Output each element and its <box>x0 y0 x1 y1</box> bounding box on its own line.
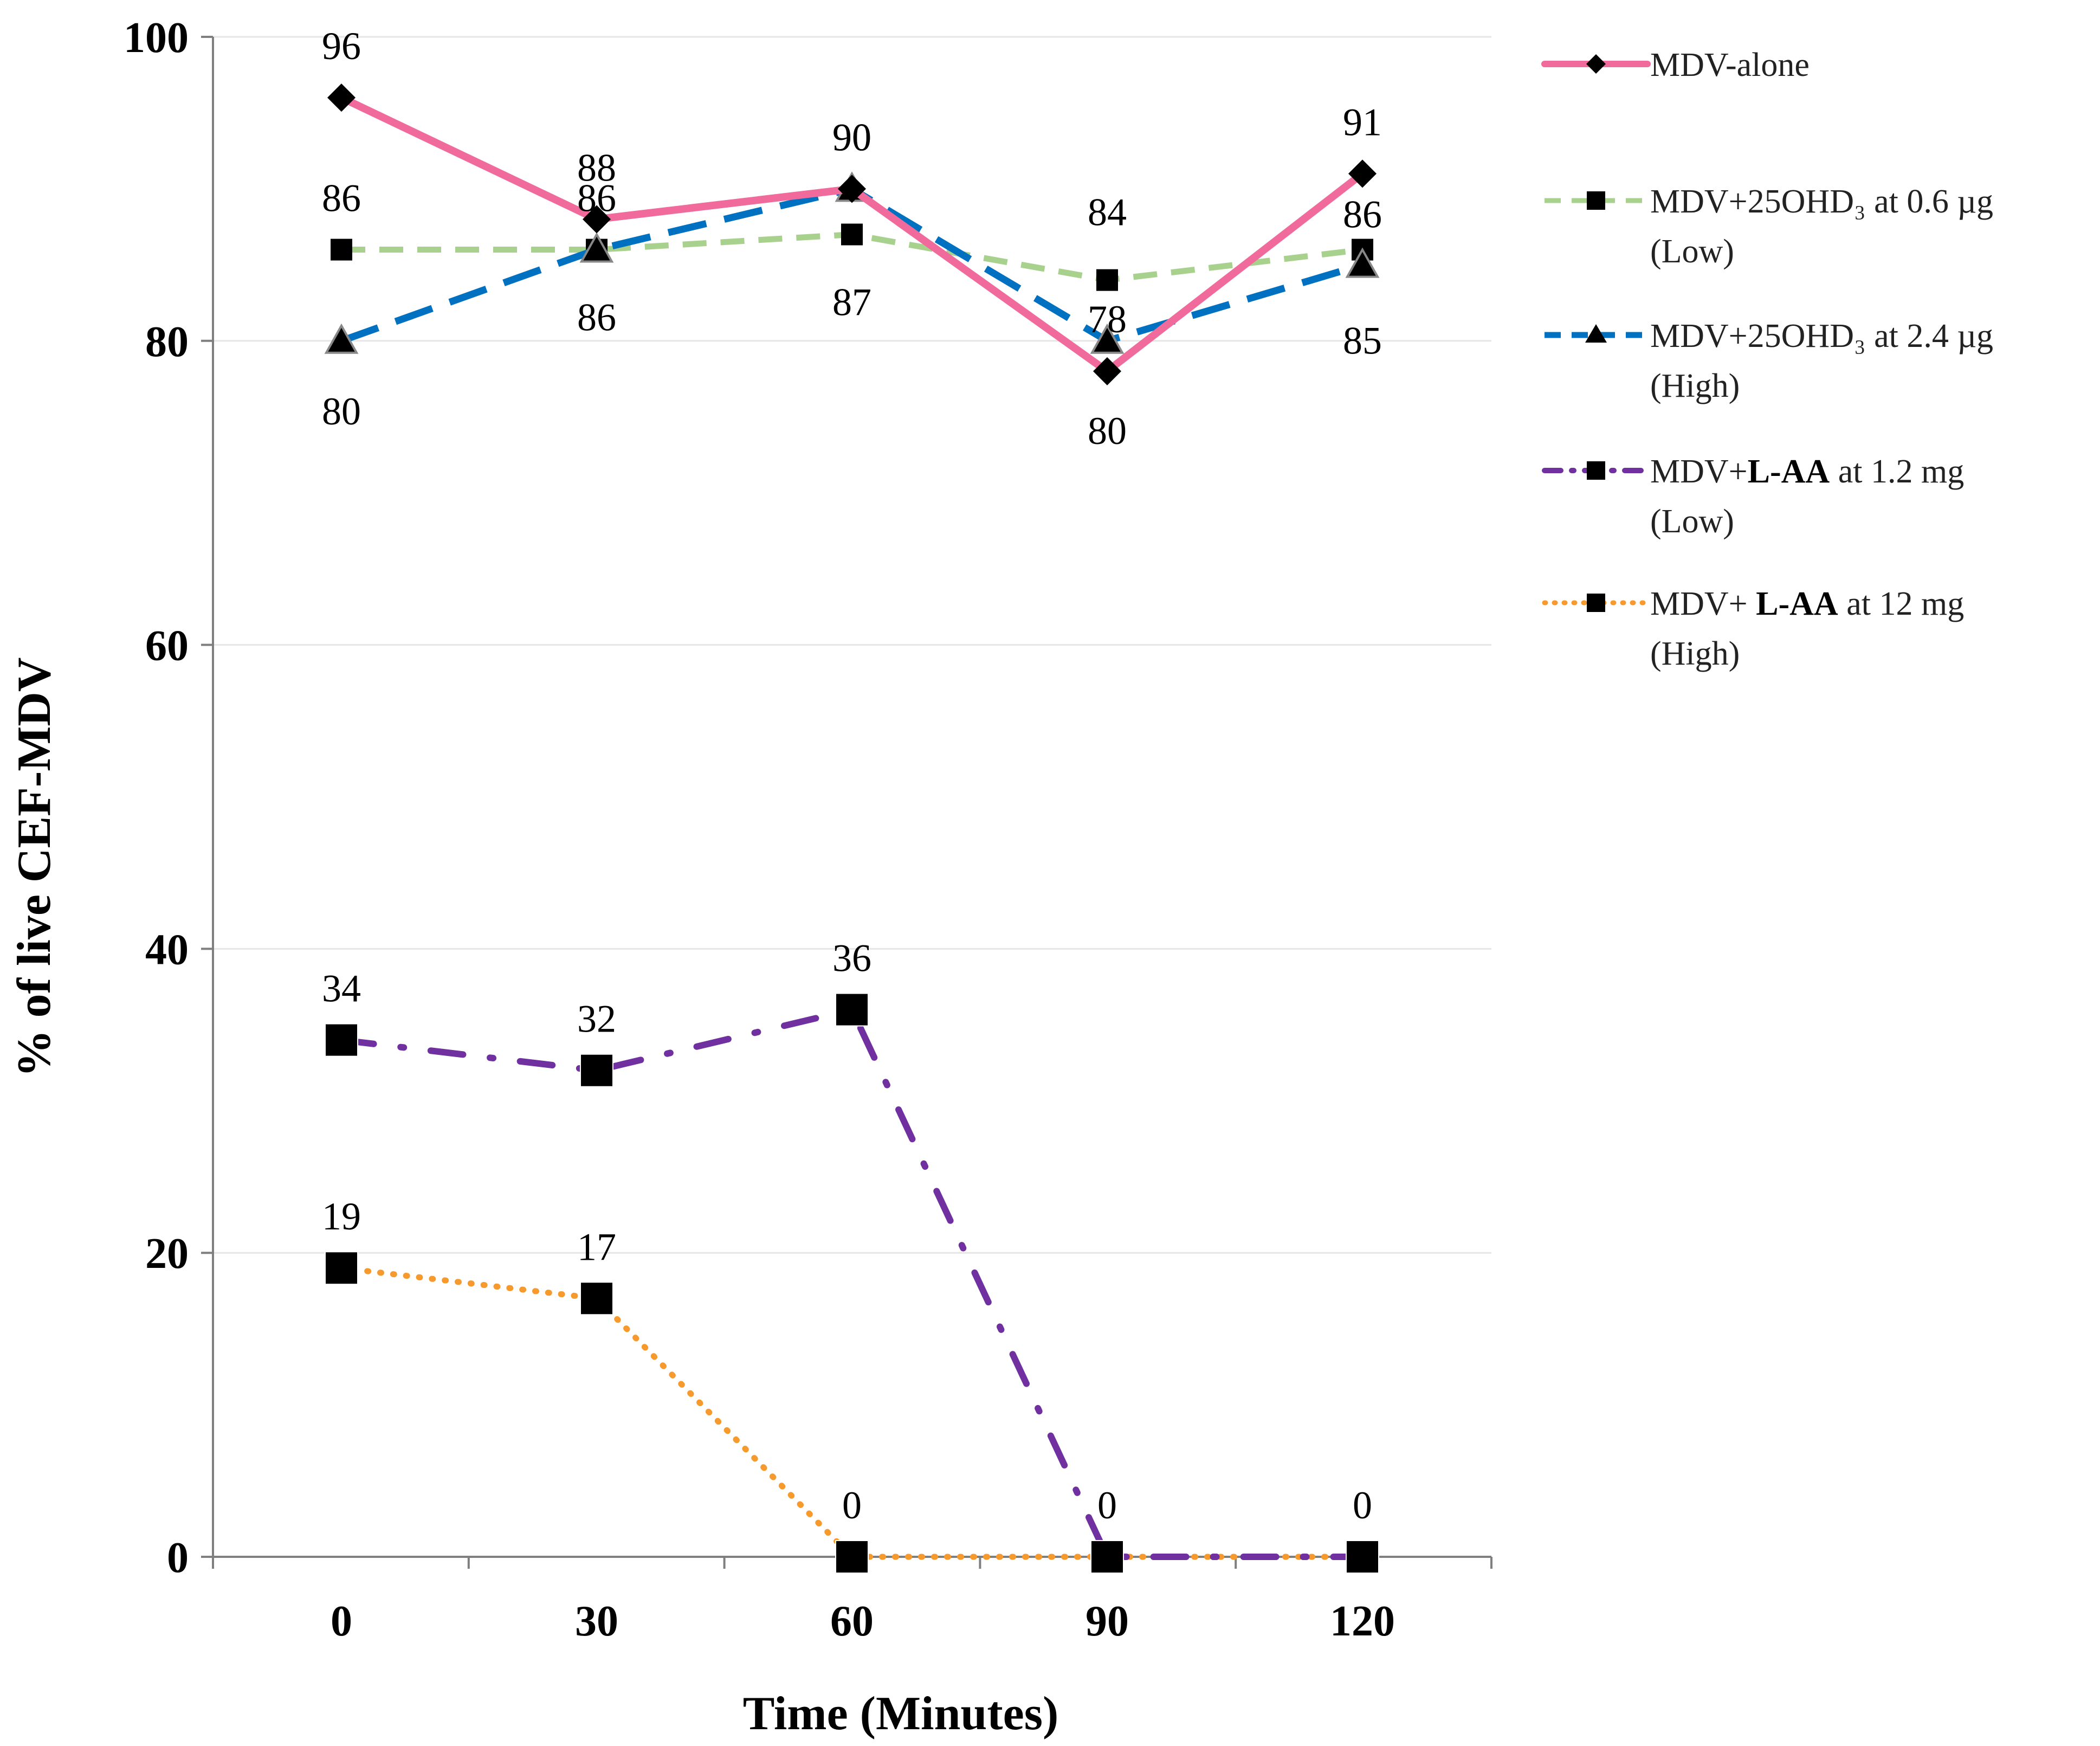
x-tick-label: 60 <box>830 1597 874 1645</box>
data-label: 96 <box>322 24 361 68</box>
data-label: 34 <box>322 967 361 1010</box>
diamond-marker <box>838 175 866 203</box>
x-axis-title: Time (Minutes) <box>743 1687 1059 1740</box>
data-label: 32 <box>577 997 616 1041</box>
data-label: 17 <box>577 1225 616 1268</box>
grid-layer <box>213 36 1491 1254</box>
series-line <box>338 1006 1366 1560</box>
y-tick-label: 80 <box>145 318 189 366</box>
square-marker <box>1090 1540 1124 1574</box>
x-tick-label: 30 <box>575 1597 618 1645</box>
data-label: 86 <box>322 177 361 220</box>
data-label: 19 <box>322 1195 361 1238</box>
square-marker <box>325 1023 358 1057</box>
triangle-marker <box>1345 247 1380 278</box>
legend-label-part: MDV-alone <box>1650 47 1810 83</box>
legend-item-1: MDV+25OHD₃ at 0.6 µg (Low) <box>1545 183 1993 270</box>
triangle-marker <box>1090 323 1125 354</box>
legend-label-part: (High) <box>1650 635 1740 672</box>
series-3 <box>325 993 1379 1574</box>
legend-item-4: MDV+ L-AA at 12 mg (High) <box>1542 585 1964 672</box>
legend-triangle-marker <box>1585 324 1607 343</box>
diamond-marker <box>1348 159 1377 188</box>
legend-label-part: L-AA <box>1748 453 1830 490</box>
x-tick-label: 90 <box>1085 1597 1129 1645</box>
data-label: 87 <box>832 281 871 324</box>
legend-label: (High) <box>1650 368 1740 404</box>
y-tick-label: 0 <box>167 1534 189 1582</box>
y-tick-label: 40 <box>145 926 189 974</box>
square-marker <box>580 1053 613 1087</box>
legend-label-part: (High) <box>1650 368 1740 404</box>
legend-item-0: MDV-alone <box>1541 47 1810 83</box>
legend-label: MDV+L-AA at 1.2 mg <box>1650 453 1964 490</box>
y-tick-label: 20 <box>145 1230 189 1278</box>
diamond-marker <box>583 205 611 234</box>
x-tick-label: 120 <box>1330 1597 1395 1645</box>
x-tick-label: 0 <box>331 1597 352 1645</box>
series-layer <box>324 83 1380 1574</box>
data-label: 91 <box>1343 100 1382 144</box>
legend-label-part: MDV+25OHD₃ at 2.4 µg <box>1650 318 1993 355</box>
legend-label: (Low) <box>1650 233 1734 270</box>
triangle-marker <box>579 232 614 263</box>
data-label: 78 <box>1088 298 1127 341</box>
triangle-marker <box>324 323 359 354</box>
square-marker <box>1096 269 1118 291</box>
series-0 <box>327 83 1377 385</box>
data-label: 0 <box>842 1484 862 1527</box>
legend-square-marker <box>1587 461 1605 480</box>
legend-label: MDV+25OHD₃ at 0.6 µg <box>1650 183 1993 220</box>
data-label: 85 <box>1343 319 1382 363</box>
data-label: 80 <box>322 390 361 433</box>
square-marker <box>835 1540 869 1574</box>
legend-label: (High) <box>1650 635 1740 672</box>
square-marker <box>841 223 863 246</box>
diamond-marker <box>327 83 356 112</box>
legend-square-marker <box>1587 191 1605 210</box>
y-tick-label: 100 <box>124 14 189 62</box>
square-marker <box>331 239 352 261</box>
legend-label-part: at 12 mg <box>1838 585 1964 622</box>
data-label: 90 <box>832 115 871 159</box>
legend-item-2: MDV+25OHD₃ at 2.4 µg (High) <box>1545 318 1993 404</box>
data-label: 36 <box>832 937 871 980</box>
legend-label: MDV-alone <box>1650 47 1810 83</box>
legend-label-part: at 1.2 mg <box>1830 453 1964 490</box>
y-axis-title: % of live CEF-MDV <box>8 658 61 1078</box>
data-label: 0 <box>1097 1484 1117 1527</box>
data-label: 88 <box>577 146 616 189</box>
legend-label-part: (Low) <box>1650 503 1734 540</box>
series-line <box>338 1265 1366 1560</box>
data-label: 84 <box>1088 191 1127 234</box>
legend-label: MDV+ L-AA at 12 mg <box>1650 585 1964 622</box>
legend-label-part: MDV+25OHD₃ at 0.6 µg <box>1650 183 1993 220</box>
square-marker <box>1346 1540 1379 1574</box>
legend-label-part: MDV+ <box>1650 453 1748 490</box>
data-label: 0 <box>1353 1484 1372 1527</box>
legend-label-part: L-AA <box>1756 585 1838 622</box>
diamond-marker <box>1093 357 1121 385</box>
square-marker <box>325 1251 358 1285</box>
data-label: 86 <box>577 177 616 220</box>
legend-label-part: MDV+ <box>1650 585 1756 622</box>
legend-label-part: (Low) <box>1650 233 1734 270</box>
legend-square-marker <box>1587 594 1605 612</box>
data-label: 90 <box>832 115 871 159</box>
legend-label: MDV+25OHD₃ at 2.4 µg <box>1650 318 1993 355</box>
data-label: 86 <box>1343 193 1382 236</box>
data-label: 80 <box>1088 409 1127 453</box>
y-tick-label: 60 <box>145 622 189 670</box>
square-marker <box>580 1281 613 1316</box>
square-marker <box>835 993 869 1027</box>
data-label: 86 <box>577 296 616 339</box>
legend-label: (Low) <box>1650 503 1734 540</box>
legend-diamond-marker <box>1586 54 1606 74</box>
legend-item-3: MDV+L-AA at 1.2 mg (Low) <box>1542 453 1964 540</box>
